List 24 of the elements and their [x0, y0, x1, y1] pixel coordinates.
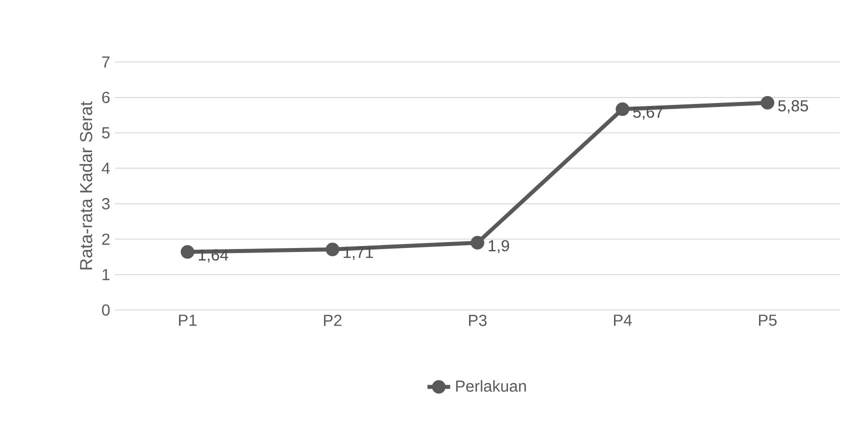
y-tick-label: 3: [102, 198, 110, 210]
point: [326, 242, 340, 256]
y-tick-label: 0: [102, 304, 110, 316]
point: [470, 236, 484, 250]
y-tick-label: 5: [102, 127, 110, 138]
point: [180, 245, 194, 259]
x-tick-label: P2: [324, 314, 342, 326]
point: [616, 102, 630, 116]
y-tick-label: 4: [102, 162, 110, 174]
y-tick-label: 7: [102, 56, 110, 68]
data-label: 5,85: [778, 100, 808, 114]
legend-label: Perlakuan: [456, 380, 526, 392]
x-tick-label: P5: [759, 314, 777, 326]
y-tick-label: 2: [102, 234, 110, 245]
data-label: 5,67: [633, 106, 663, 120]
x-tick-label: P4: [614, 314, 632, 326]
x-tick-label: P1: [179, 314, 197, 326]
y-tick-label: 1: [102, 269, 110, 280]
x-tick-label: P3: [469, 314, 487, 326]
data-label: 1,71: [344, 246, 373, 260]
y-tick-label: 6: [102, 92, 110, 104]
point: [760, 96, 774, 110]
data-label: 1,9: [488, 240, 510, 254]
y-axis-title: Rata-rata Kadar Serat: [80, 101, 92, 270]
